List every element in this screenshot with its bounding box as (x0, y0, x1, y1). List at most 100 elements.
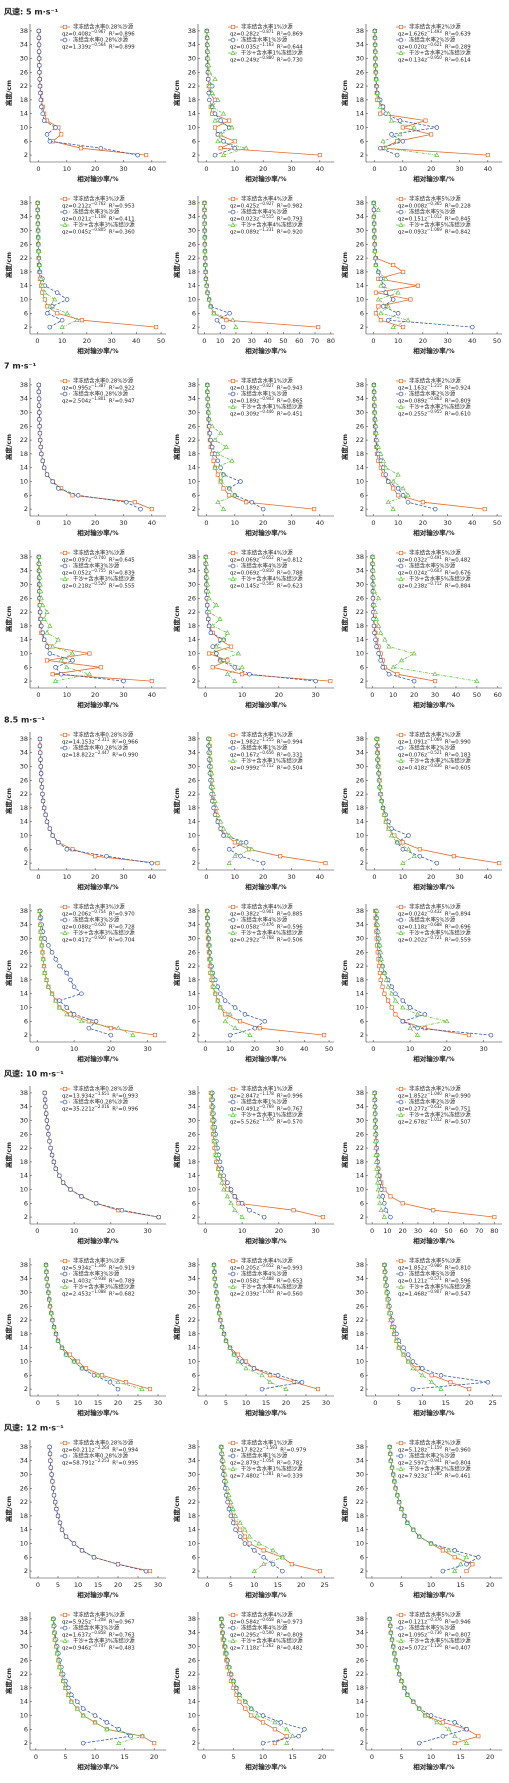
data-point (47, 139, 53, 144)
data-point (201, 206, 208, 212)
data-point (243, 1706, 248, 1711)
data-point (209, 1103, 215, 1109)
x-tick-label: 0 (205, 1581, 209, 1589)
data-point (38, 595, 44, 601)
fit-exponent: −0.827 (259, 383, 274, 388)
x-tick-label: 10 (399, 873, 407, 881)
legend-marker (230, 404, 236, 409)
data-point (259, 1372, 265, 1378)
data-point (205, 76, 211, 82)
x-tick-label: 0 (371, 1045, 375, 1053)
data-point (422, 1026, 427, 1031)
data-point (124, 499, 129, 505)
fit-exponent: −0.488 (259, 1276, 274, 1281)
fit-formula: qz=0.024z (398, 570, 427, 576)
y-tick-label: 18 (356, 622, 364, 630)
y-tick-label: 6 (192, 1371, 196, 1379)
x-tick-label: 10 (58, 337, 66, 345)
y-tick-label: 34 (356, 1629, 364, 1637)
data-point (207, 956, 213, 962)
data-point (374, 90, 380, 95)
data-point (49, 950, 55, 955)
y-tick-label: 34 (356, 213, 364, 221)
data-point (64, 297, 70, 302)
y-axis-label: 高度/cm (172, 960, 181, 986)
y-tick-label: 14 (20, 282, 28, 290)
data-point (206, 651, 212, 656)
data-point (243, 1359, 249, 1364)
legend-label: 冻结含水率3%沙源 (73, 562, 120, 570)
data-point (68, 977, 73, 983)
y-tick-label: 2 (24, 1031, 28, 1039)
legend-marker (62, 391, 68, 397)
fit-formula: qz=1.095z (398, 1632, 427, 1638)
legend-marker (398, 196, 404, 202)
data-point (204, 581, 211, 587)
fit-equation: qz=0.491z−0.769 R²=0.767 (230, 1104, 303, 1112)
data-point (373, 262, 379, 267)
data-point (291, 1208, 296, 1213)
fit-r2: R²=0.339 (277, 1472, 303, 1479)
data-point (56, 486, 61, 491)
data-point (448, 1380, 453, 1385)
legend-label: 非冻结含水率3%沙源 (73, 549, 125, 557)
legend-marker (398, 404, 404, 409)
y-tick-label: 26 (20, 240, 28, 248)
data-point (388, 1194, 393, 1199)
data-point (376, 304, 381, 309)
data-point (205, 41, 211, 47)
x-tick-label: 30 (143, 1045, 151, 1053)
x-tick-label: 0 (36, 873, 40, 881)
x-tick-label: 25 (488, 1399, 496, 1407)
x-tick-label: 0 (203, 1227, 207, 1235)
data-point (444, 1018, 450, 1024)
data-point (39, 778, 44, 783)
data-point (227, 1011, 233, 1017)
data-point (384, 1289, 390, 1295)
data-point (215, 1165, 222, 1171)
data-point (411, 853, 417, 859)
y-tick-label: 30 (20, 1643, 28, 1651)
data-point (386, 479, 391, 484)
fit-equation: qz=1.091z−1.069 R²=0.990 (398, 737, 471, 745)
data-point (371, 382, 377, 387)
data-point (227, 1032, 233, 1038)
data-point (320, 1215, 326, 1220)
fit-r2: R²=0.924 (445, 384, 471, 391)
y-tick-label: 38 (188, 199, 196, 207)
y-tick-label: 10 (20, 296, 28, 304)
data-point (93, 1019, 99, 1024)
fit-r2: R²=0.411 (109, 215, 135, 222)
fit-r2: R²=0.610 (445, 410, 471, 417)
y-tick-label: 6 (360, 1199, 364, 1207)
x-tick-label: 20 (318, 1753, 326, 1761)
y-tick-label: 34 (356, 921, 364, 929)
y-tick-label: 38 (356, 1261, 364, 1269)
fit-exponent: −0.446 (259, 409, 274, 414)
fit-equation: qz=60.211z−2.264 R²=0.994 (62, 1445, 139, 1453)
data-point (119, 1207, 125, 1213)
data-point (381, 304, 386, 309)
data-point (223, 1478, 229, 1484)
data-point (60, 1180, 66, 1185)
y-tick-label: 6 (24, 1553, 28, 1561)
y-tick-label: 26 (20, 1484, 28, 1492)
data-point (235, 1352, 241, 1357)
fit-equation: qz=0.032z−0.491 R²=0.482 (398, 555, 471, 563)
data-point (400, 1351, 407, 1357)
y-tick-label: 34 (20, 1275, 28, 1283)
data-point (40, 458, 45, 464)
y-tick-label: 34 (20, 395, 28, 403)
x-axis-label: 相对输沙率/% (413, 346, 455, 355)
data-point (156, 1214, 161, 1220)
data-point (372, 402, 378, 408)
legend-label: 干沙+含水率2%冻结沙源 (409, 1465, 471, 1473)
fit-equation: qz=0.076z−0.521 R²=0.183 (398, 750, 471, 758)
data-point (44, 472, 50, 477)
data-point (229, 124, 235, 130)
fit-equation: qz=17.822z−1.593 R²=0.979 (230, 1445, 307, 1453)
x-tick-label: 20 (297, 1581, 305, 1589)
data-point (205, 55, 211, 61)
